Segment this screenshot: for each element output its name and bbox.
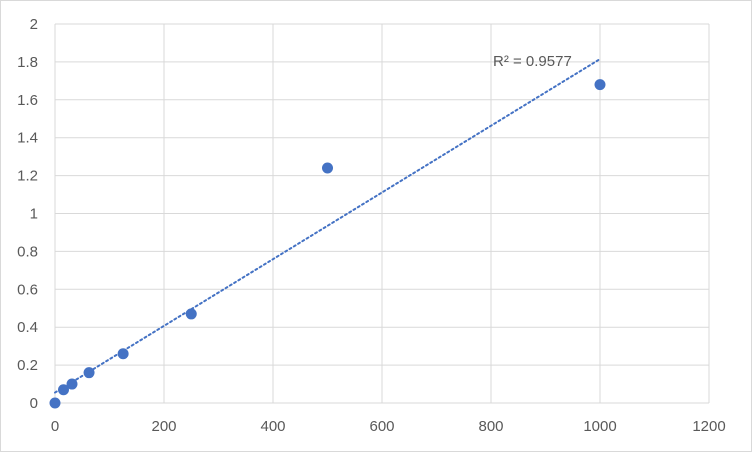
data-point (594, 79, 606, 91)
data-point (66, 378, 78, 390)
data-point (83, 367, 95, 379)
x-tick-label: 1000 (583, 418, 616, 435)
x-tick-label: 1200 (692, 418, 725, 435)
x-tick-label: 800 (478, 418, 503, 435)
trendline (54, 58, 601, 394)
y-axis-tick-labels: 0 0.2 0.4 0.6 0.8 1 1.2 1.4 1.6 1.8 2 (17, 16, 38, 412)
y-tick-label: 0.2 (17, 357, 38, 374)
x-tick-label: 400 (260, 418, 285, 435)
data-point (117, 348, 129, 360)
x-axis-tick-labels: 0 200 400 600 800 1000 1200 (51, 418, 726, 435)
y-tick-label: 0.6 (17, 281, 38, 298)
data-point (49, 397, 61, 409)
y-tick-label: 0.4 (17, 319, 38, 336)
y-tick-label: 1 (30, 206, 38, 223)
data-point (322, 162, 333, 174)
x-tick-label: 200 (151, 418, 176, 435)
y-tick-label: 2 (30, 16, 38, 33)
y-tick-label: 1.6 (17, 92, 38, 109)
gridlines (54, 23, 710, 404)
x-tick-label: 0 (51, 418, 59, 435)
y-tick-label: 0.8 (17, 243, 38, 260)
y-tick-label: 1.4 (17, 130, 38, 147)
data-point (58, 384, 70, 396)
y-tick-label: 1.8 (17, 54, 38, 71)
y-tick-label: 0 (30, 395, 38, 412)
data-point (185, 308, 197, 320)
r-squared-annotation: R² = 0.9577 (493, 53, 572, 70)
data-points (49, 79, 606, 409)
y-tick-label: 1.2 (17, 168, 38, 185)
trendline-path (54, 58, 601, 394)
x-tick-label: 600 (369, 418, 394, 435)
